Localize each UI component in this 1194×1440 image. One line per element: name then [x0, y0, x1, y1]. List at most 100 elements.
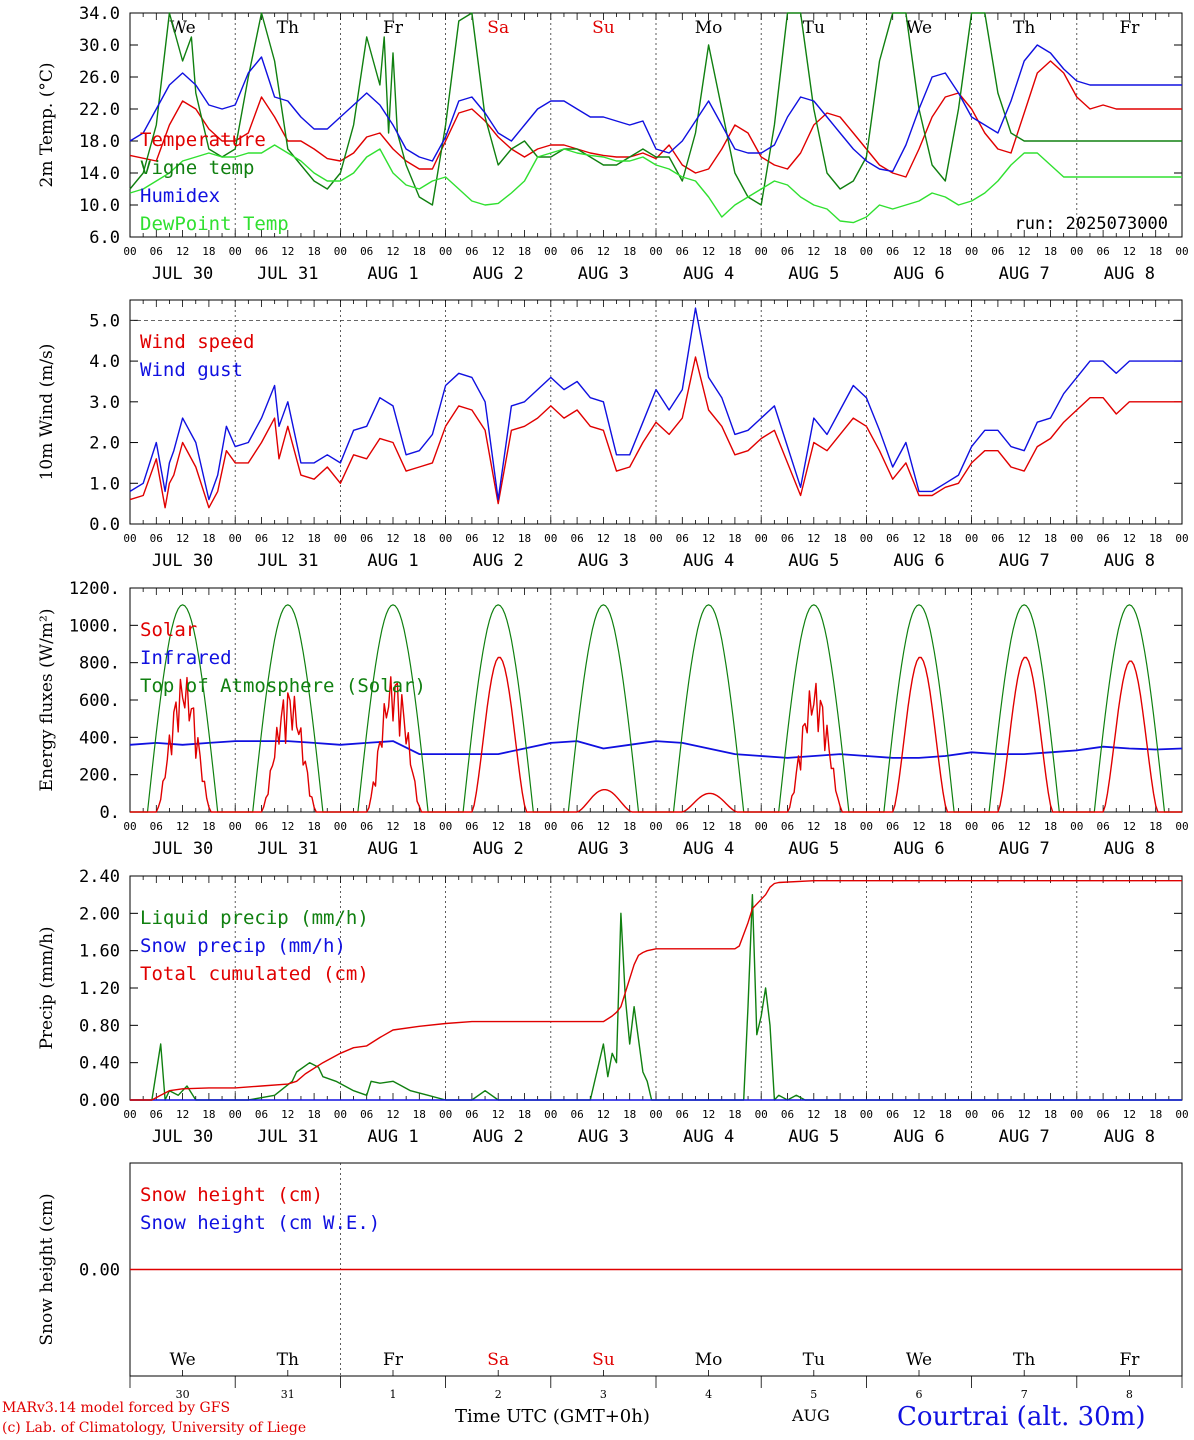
day-name-label: Th	[1013, 18, 1035, 38]
hour-tick-label: 12	[597, 245, 610, 258]
hour-tick-label: 12	[912, 532, 925, 545]
day-number-label: 7	[1021, 1388, 1028, 1401]
lab-credit: (c) Lab. of Climatology, University of L…	[2, 1420, 307, 1436]
hour-tick-label: 12	[281, 245, 294, 258]
hour-tick-label: 18	[518, 532, 531, 545]
legend-entry: Humidex	[140, 185, 220, 207]
day-number-label: 31	[281, 1388, 295, 1401]
hour-tick-label: 18	[307, 820, 320, 833]
hour-tick-label: 18	[728, 532, 741, 545]
hour-tick-label: 12	[492, 820, 505, 833]
day-name-label: Th	[277, 1350, 299, 1370]
hour-tick-label: 12	[281, 1108, 294, 1121]
date-label: AUG 1	[367, 839, 418, 859]
hour-tick-label: 06	[150, 1108, 163, 1121]
hour-tick-label: 12	[912, 1108, 925, 1121]
day-name-label: Th	[1013, 1350, 1035, 1370]
y-tick-label: 18.0	[79, 132, 120, 152]
hour-tick-label: 18	[728, 1108, 741, 1121]
hour-tick-label: 06	[1096, 1108, 1109, 1121]
hour-tick-label: 06	[150, 820, 163, 833]
hour-tick-label: 12	[176, 245, 189, 258]
hour-tick-label: 12	[1123, 245, 1136, 258]
date-label: AUG 8	[1104, 839, 1155, 859]
hour-tick-label: 18	[939, 1108, 952, 1121]
date-label: AUG 4	[683, 264, 734, 284]
day-number-label: 8	[1126, 1388, 1133, 1401]
day-number-label: 3	[600, 1388, 607, 1401]
day-number-label: 1	[390, 1388, 397, 1401]
hour-tick-label: 06	[676, 1108, 689, 1121]
hour-tick-label: 12	[386, 245, 399, 258]
date-label: JUL 30	[152, 1127, 213, 1147]
hour-tick-label: 00	[755, 1108, 768, 1121]
hour-tick-label: 18	[939, 532, 952, 545]
hour-tick-label: 18	[518, 245, 531, 258]
hour-tick-label: 18	[413, 820, 426, 833]
hour-tick-label: 06	[255, 1108, 268, 1121]
legend-entry: Top of Atmosphere (Solar)	[140, 675, 426, 697]
day-name-label: We	[906, 1350, 932, 1370]
hour-tick-label: 18	[1149, 245, 1162, 258]
hour-tick-label: 00	[860, 1108, 873, 1121]
hour-tick-label: 18	[623, 532, 636, 545]
day-name-label: Su	[592, 1350, 615, 1370]
hour-tick-label: 12	[597, 1108, 610, 1121]
date-label: AUG 1	[367, 264, 418, 284]
hour-tick-label: 00	[1175, 820, 1188, 833]
legend-entry: Wind gust	[140, 359, 243, 381]
hour-tick-label: 12	[386, 820, 399, 833]
y-tick-label: 800.	[79, 654, 120, 674]
hour-tick-label: 06	[465, 820, 478, 833]
date-label: AUG 3	[578, 551, 629, 571]
date-label: AUG 6	[893, 264, 944, 284]
date-label: AUG 5	[788, 839, 839, 859]
day-name-label: Th	[277, 18, 299, 38]
y-tick-label: 5.0	[89, 311, 120, 331]
date-label: JUL 31	[257, 264, 318, 284]
hour-tick-label: 12	[702, 245, 715, 258]
date-label: AUG 2	[473, 551, 524, 571]
y-tick-label: 1000.	[69, 616, 120, 636]
hour-tick-label: 18	[307, 1108, 320, 1121]
hour-tick-label: 06	[360, 1108, 373, 1121]
hour-tick-label: 18	[307, 245, 320, 258]
legend-entry: Snow height (cm)	[140, 1184, 323, 1206]
y-axis-label: Precip (mm/h)	[37, 926, 57, 1049]
date-label: AUG 8	[1104, 551, 1155, 571]
y-tick-label: 200.	[79, 766, 120, 786]
hour-tick-label: 00	[1070, 245, 1083, 258]
y-tick-label: 1.20	[79, 979, 120, 999]
hour-tick-label: 00	[649, 820, 662, 833]
hour-tick-label: 06	[360, 245, 373, 258]
hour-tick-label: 12	[702, 820, 715, 833]
date-label: AUG 4	[683, 551, 734, 571]
hour-tick-label: 18	[307, 532, 320, 545]
legend-entry: Wind speed	[140, 331, 254, 353]
hour-tick-label: 06	[255, 245, 268, 258]
hour-tick-label: 00	[860, 245, 873, 258]
y-tick-label: 26.0	[79, 68, 120, 88]
hour-tick-label: 00	[1175, 1108, 1188, 1121]
date-label: AUG 3	[578, 264, 629, 284]
hour-tick-label: 00	[544, 532, 557, 545]
hour-tick-label: 12	[176, 532, 189, 545]
day-name-label: We	[170, 1350, 196, 1370]
date-label: AUG 5	[788, 264, 839, 284]
date-label: AUG 6	[893, 551, 944, 571]
hour-tick-label: 00	[229, 532, 242, 545]
hour-tick-label: 18	[1149, 532, 1162, 545]
hour-tick-label: 18	[623, 245, 636, 258]
y-axis-label: 2m Temp. (°C)	[37, 62, 57, 187]
hour-tick-label: 18	[728, 245, 741, 258]
date-label: JUL 31	[257, 1127, 318, 1147]
hour-tick-label: 18	[518, 820, 531, 833]
series-line-wind-speed	[129, 356, 1182, 509]
hour-tick-label: 18	[1044, 1108, 1057, 1121]
y-tick-label: 2.0	[89, 434, 120, 454]
legend-entry: Solar	[140, 619, 197, 641]
hour-tick-label: 18	[833, 245, 846, 258]
day-name-label: Sa	[487, 1350, 509, 1370]
hour-tick-label: 00	[649, 245, 662, 258]
hour-tick-label: 06	[150, 245, 163, 258]
